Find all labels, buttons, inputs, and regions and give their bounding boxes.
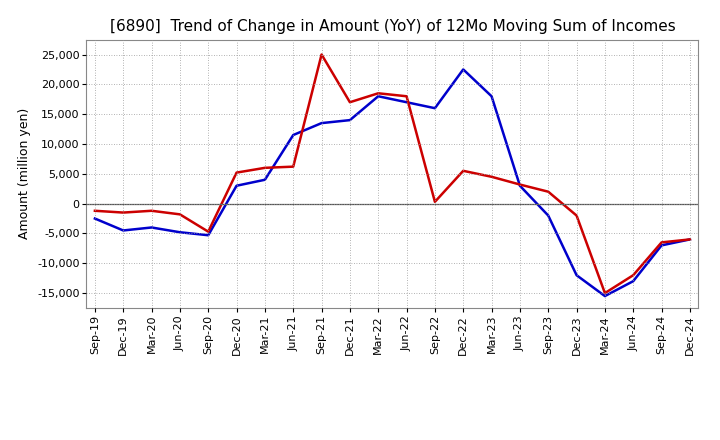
Ordinary Income [289, 132, 297, 138]
Ordinary Income [204, 233, 212, 238]
Net Income [544, 189, 552, 194]
Net Income [487, 174, 496, 180]
Ordinary Income [402, 99, 411, 105]
Ordinary Income [600, 293, 609, 299]
Y-axis label: Amount (million yen): Amount (million yen) [19, 108, 32, 239]
Line: Net Income: Net Income [95, 55, 690, 293]
Net Income [233, 170, 241, 175]
Net Income [91, 208, 99, 213]
Ordinary Income [516, 183, 524, 188]
Net Income [572, 213, 581, 218]
Net Income [119, 210, 127, 215]
Ordinary Income [346, 117, 354, 123]
Ordinary Income [629, 279, 637, 284]
Net Income [261, 165, 269, 170]
Net Income [204, 229, 212, 234]
Ordinary Income [685, 237, 694, 242]
Net Income [402, 94, 411, 99]
Net Income [346, 99, 354, 105]
Ordinary Income [318, 121, 326, 126]
Net Income [374, 91, 382, 96]
Ordinary Income [459, 67, 467, 72]
Ordinary Income [544, 213, 552, 218]
Net Income [148, 208, 156, 213]
Net Income [600, 290, 609, 296]
Net Income [176, 212, 184, 217]
Net Income [318, 52, 326, 57]
Ordinary Income [657, 243, 666, 248]
Ordinary Income [572, 272, 581, 278]
Ordinary Income [91, 216, 99, 221]
Net Income [459, 168, 467, 173]
Net Income [657, 240, 666, 245]
Net Income [431, 199, 439, 205]
Ordinary Income [233, 183, 241, 188]
Net Income [516, 182, 524, 187]
Line: Ordinary Income: Ordinary Income [95, 70, 690, 296]
Ordinary Income [261, 177, 269, 183]
Title: [6890]  Trend of Change in Amount (YoY) of 12Mo Moving Sum of Incomes: [6890] Trend of Change in Amount (YoY) o… [109, 19, 675, 34]
Ordinary Income [487, 94, 496, 99]
Ordinary Income [374, 94, 382, 99]
Net Income [685, 237, 694, 242]
Ordinary Income [431, 106, 439, 111]
Ordinary Income [176, 230, 184, 235]
Ordinary Income [119, 228, 127, 233]
Net Income [629, 272, 637, 278]
Ordinary Income [148, 225, 156, 230]
Net Income [289, 164, 297, 169]
